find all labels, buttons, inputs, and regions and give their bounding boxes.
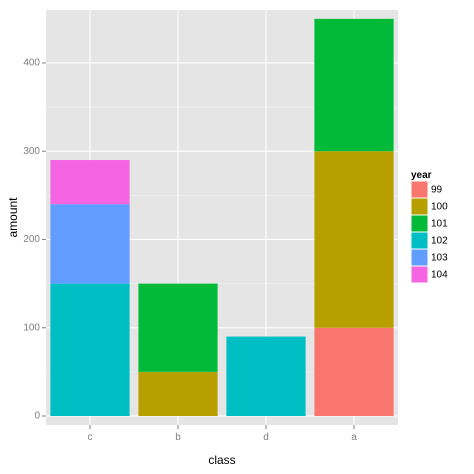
bar-segment-c-103 [50,204,130,284]
legend-title: year [411,170,432,181]
legend-key-99 [410,180,429,199]
bar-segment-c-104 [50,160,130,205]
y-axis-title: amount [6,197,20,238]
x-tick-label: c [88,432,93,443]
legend-label: 100 [431,202,448,213]
x-tick-label: a [351,432,357,443]
legend-label: 102 [431,236,448,247]
y-tick-label: 400 [23,58,40,69]
y-tick-label: 0 [34,411,40,422]
legend-label: 104 [431,270,448,281]
x-axis-title: class [208,453,235,467]
bar-segment-c-102 [50,283,130,416]
legend-label: 103 [431,253,448,264]
y-tick-label: 100 [23,322,40,333]
legend-key-101 [410,214,429,233]
legend-key-102 [410,231,429,250]
bar-segment-b-100 [138,371,218,416]
bar-segment-d-102 [226,336,306,416]
legend-key-103 [410,248,429,267]
y-axis-ticks: 0 100 200 300 400 [23,58,46,422]
bar-segment-a-100 [314,151,394,328]
x-tick-label: d [263,432,269,443]
bar-segment-a-99 [314,327,394,416]
legend-label: 99 [431,185,443,196]
x-tick-label: b [175,432,181,443]
legend-label: 101 [431,219,448,230]
bar-segment-a-101 [314,18,394,152]
legend-key-100 [410,197,429,216]
bar-segment-b-101 [138,283,218,372]
y-tick-label: 300 [23,146,40,157]
legend-key-104 [410,265,429,284]
bars [50,18,394,416]
legend: year 99 100 101 102 103 104 [410,170,448,284]
y-tick-label: 200 [23,234,40,245]
